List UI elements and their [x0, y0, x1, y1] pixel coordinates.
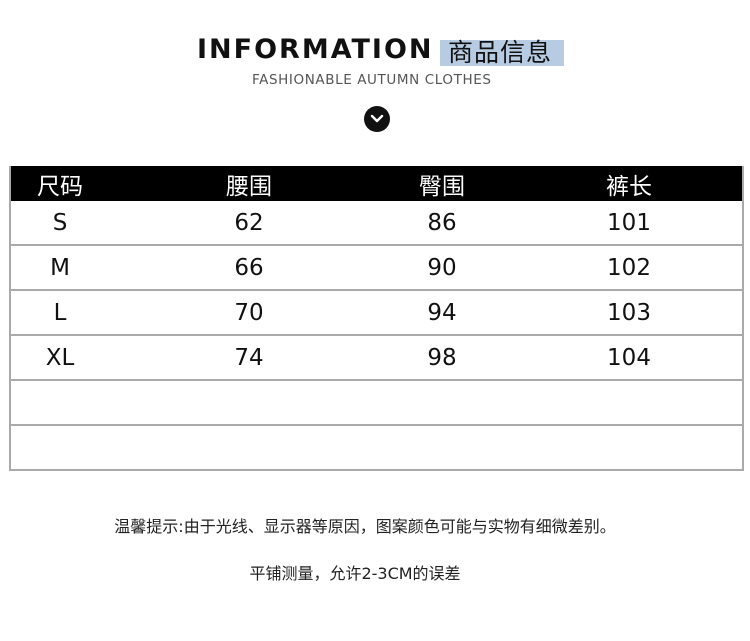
cell-hip: 86	[427, 209, 457, 236]
column-header-hip: 臀围	[419, 173, 465, 200]
table-row: M 66 90 102	[11, 246, 742, 291]
cell-length: 103	[607, 299, 651, 326]
cell-size: XL	[45, 344, 75, 371]
cell-waist: 74	[234, 344, 264, 371]
table-row	[11, 426, 742, 471]
cell-waist: 66	[234, 254, 264, 281]
cell-hip: 90	[427, 254, 457, 281]
cell-hip: 98	[427, 344, 457, 371]
cell-hip: 94	[427, 299, 457, 326]
cell-length: 102	[607, 254, 651, 281]
table-row	[11, 381, 742, 426]
cell-waist: 62	[234, 209, 264, 236]
table-row: S 62 86 101	[11, 201, 742, 246]
cell-size: L	[53, 299, 67, 326]
title-cn-highlight	[440, 40, 564, 66]
chevron-down-circle-icon	[364, 106, 390, 132]
cell-waist: 70	[234, 299, 264, 326]
column-header-waist: 腰围	[226, 173, 272, 200]
cell-size: M	[50, 254, 70, 281]
page-title-cn: 商品信息	[448, 38, 553, 67]
table-header-row: 尺码 腰围 臀围 裤长	[11, 166, 742, 201]
table-row: L 70 94 103	[11, 291, 742, 336]
color-disclaimer-note: 温馨提示:由于光线、显示器等原因，图案颜色可能与实物有细微差别。	[114, 517, 616, 536]
cell-length: 104	[607, 344, 651, 371]
table-row: XL 74 98 104	[11, 336, 742, 381]
size-table: 尺码 腰围 臀围 裤长 S 62 86 101 M 66 90 102 L 70 94 103 XL 74…	[9, 166, 744, 471]
page-title: INFORMATION	[197, 34, 434, 65]
measurement-note: 平铺测量，允许2-3CM的误差	[249, 564, 461, 583]
cell-length: 101	[607, 209, 651, 236]
column-header-length: 裤长	[606, 173, 652, 200]
cell-size: S	[52, 209, 68, 236]
page-subtitle: FASHIONABLE AUTUMN CLOTHES	[252, 72, 492, 88]
column-header-size: 尺码	[37, 173, 83, 200]
